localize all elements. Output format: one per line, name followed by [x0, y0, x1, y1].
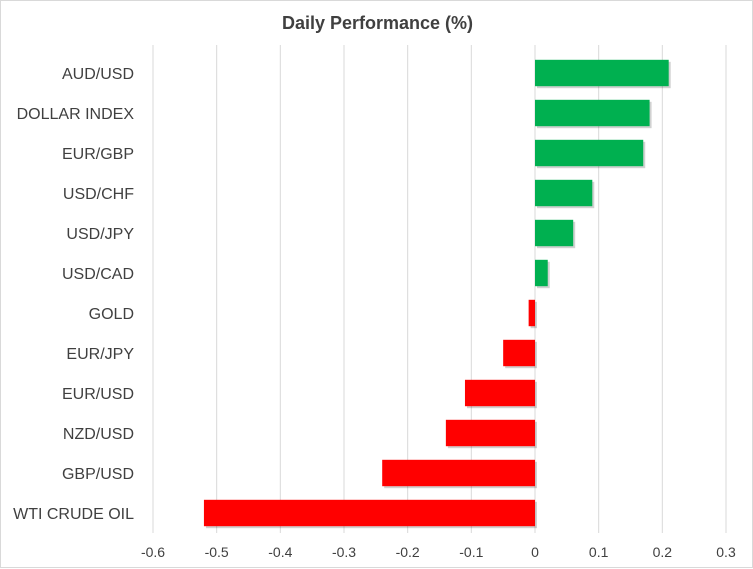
- bar-nzd-usd: [445, 419, 535, 447]
- category-label: USD/CHF: [63, 186, 134, 203]
- x-tick-label: 0.2: [653, 544, 673, 560]
- category-label: AUD/USD: [62, 66, 134, 83]
- category-label: NZD/USD: [63, 426, 134, 443]
- category-label: EUR/USD: [62, 386, 134, 403]
- bar-dollar-index: [535, 99, 650, 127]
- category-label: DOLLAR INDEX: [17, 106, 135, 123]
- category-label: USD/CAD: [62, 266, 134, 283]
- bar-layer: [203, 59, 671, 529]
- category-label: GBP/USD: [62, 466, 134, 483]
- bar-gold: [528, 299, 535, 327]
- chart-title: Daily Performance (%): [281, 13, 474, 33]
- x-tick-label: -0.4: [268, 544, 292, 560]
- bar-usd-chf: [535, 179, 593, 207]
- x-tick-label: 0.1: [589, 544, 609, 560]
- category-label: EUR/JPY: [66, 346, 134, 363]
- category-label-layer: AUD/USD DOLLAR INDEX EUR/GBP USD/CHF USD/JPY…: [13, 66, 134, 523]
- bar-gbp-usd: [382, 459, 535, 487]
- bar-eur-jpy: [503, 339, 535, 367]
- bar-eur-usd: [464, 379, 535, 407]
- bar-aud-usd: [535, 59, 669, 87]
- x-tick-label: 0.3: [716, 544, 736, 560]
- x-tick-label: -0.3: [332, 544, 356, 560]
- x-tick-label: -0.1: [459, 544, 483, 560]
- category-label: WTI CRUDE OIL: [13, 506, 134, 523]
- grid-layer: [152, 45, 727, 533]
- category-label: EUR/GBP: [62, 146, 134, 163]
- bar-wti-crude-oil: [203, 499, 535, 527]
- bar-usd-cad: [535, 259, 548, 287]
- category-label: GOLD: [89, 306, 134, 323]
- bar-usd-jpy: [535, 219, 574, 247]
- x-tick-label: -0.2: [396, 544, 420, 560]
- x-tick-label: -0.6: [141, 544, 165, 560]
- x-tick-label: -0.5: [205, 544, 229, 560]
- x-tick-label: 0: [531, 544, 539, 560]
- x-tick-label-layer: -0.6 -0.5 -0.4 -0.3 -0.2 -0.1 0 0.1 0.2 0.3: [141, 544, 736, 560]
- bar-eur-gbp: [535, 139, 644, 167]
- category-label: USD/JPY: [66, 226, 134, 243]
